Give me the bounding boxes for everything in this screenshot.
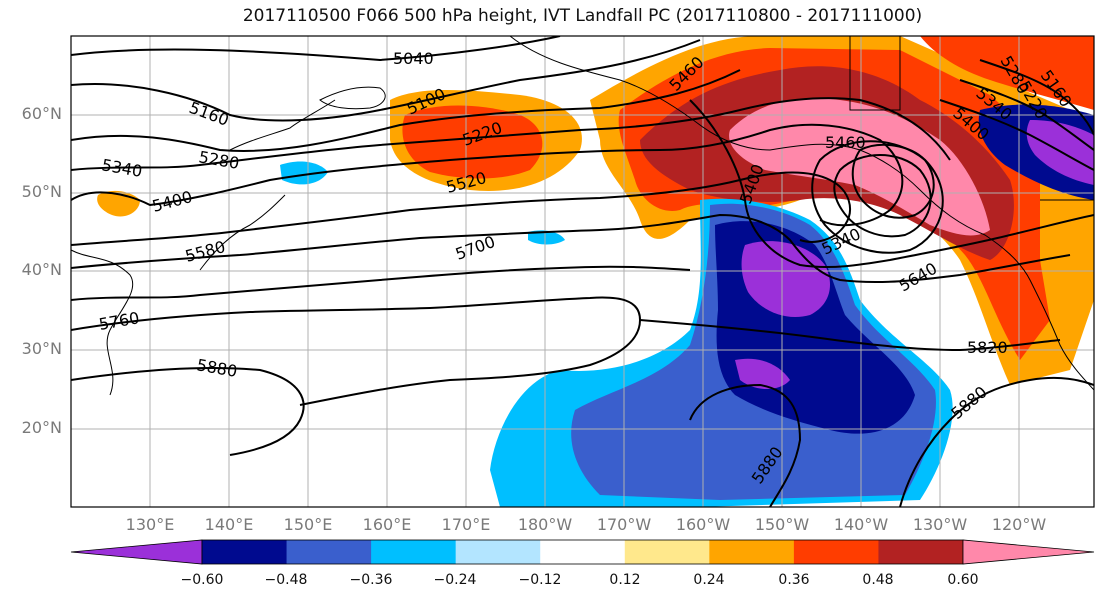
height-contours [71, 36, 1094, 507]
map-title: 2017110500 F066 500 hPa height, IVT Land… [242, 6, 923, 26]
ivt-positive-upper-right [920, 36, 1094, 110]
contour-label: 5160 [187, 98, 232, 130]
lon-label: 170°E [441, 515, 491, 534]
colorbar-swatch [455, 540, 541, 564]
ivt-negative-purple-2 [735, 358, 790, 389]
contour-label: 5340 [100, 155, 143, 181]
colorbar-tick: −0.48 [264, 572, 308, 588]
ivt-negative-small [528, 230, 565, 245]
lon-label: 150°E [283, 515, 333, 534]
contour-label: 5880 [195, 355, 238, 381]
colorbar-swatch [286, 540, 372, 564]
colorbar-tick: −0.60 [180, 572, 224, 588]
colorbar-swatch [202, 540, 288, 564]
colorbar-tick: 0.48 [862, 572, 894, 588]
contour-label: 5640 [896, 259, 941, 296]
lon-label: 120°W [991, 515, 1047, 534]
contour-label: 5820 [967, 338, 1008, 357]
gridlines [71, 36, 1094, 507]
lat-label: 40°N [21, 260, 62, 279]
colorbar-swatch [709, 540, 795, 564]
colorbar-tick: 0.36 [778, 572, 810, 588]
lon-label: 160°E [362, 515, 412, 534]
lon-label: 140°E [204, 515, 254, 534]
colorbar-swatch [793, 540, 879, 564]
colorbar-swatch [540, 540, 626, 564]
contour-label: 5400 [150, 187, 194, 216]
lon-label: 140°W [833, 515, 889, 534]
map-frame [70, 35, 1095, 508]
contour-label: 5580 [183, 237, 227, 266]
lat-label: 30°N [21, 339, 62, 358]
lon-label: 150°W [754, 515, 810, 534]
colorbar-tick: 0.60 [947, 572, 979, 588]
lon-label: 180°W [517, 515, 573, 534]
lat-label: 50°N [21, 182, 62, 201]
lon-label: 170°W [596, 515, 652, 534]
lat-label: 60°N [21, 104, 62, 123]
contour-label: 5880 [947, 382, 990, 423]
ivt-negative-japan [280, 161, 328, 185]
colorbar-tick: 0.24 [693, 572, 725, 588]
contour-label: 5460 [825, 133, 866, 152]
lon-label: 160°W [675, 515, 731, 534]
lon-label: 130°W [912, 515, 968, 534]
colorbar-tick: −0.24 [433, 572, 477, 588]
colorbar-swatch [878, 540, 964, 564]
lon-label: 130°E [125, 515, 175, 534]
colorbar-swatch [371, 540, 457, 564]
contour-label: 5760 [97, 308, 140, 334]
colorbar-tick: −0.36 [349, 572, 393, 588]
colorbar [70, 539, 1095, 565]
colorbar-swatch [624, 540, 710, 564]
colorbar-tick: 0.12 [609, 572, 641, 588]
colorbar-tick: −0.12 [518, 572, 562, 588]
lat-label: 20°N [21, 418, 62, 437]
contour-label: 5040 [393, 49, 434, 68]
